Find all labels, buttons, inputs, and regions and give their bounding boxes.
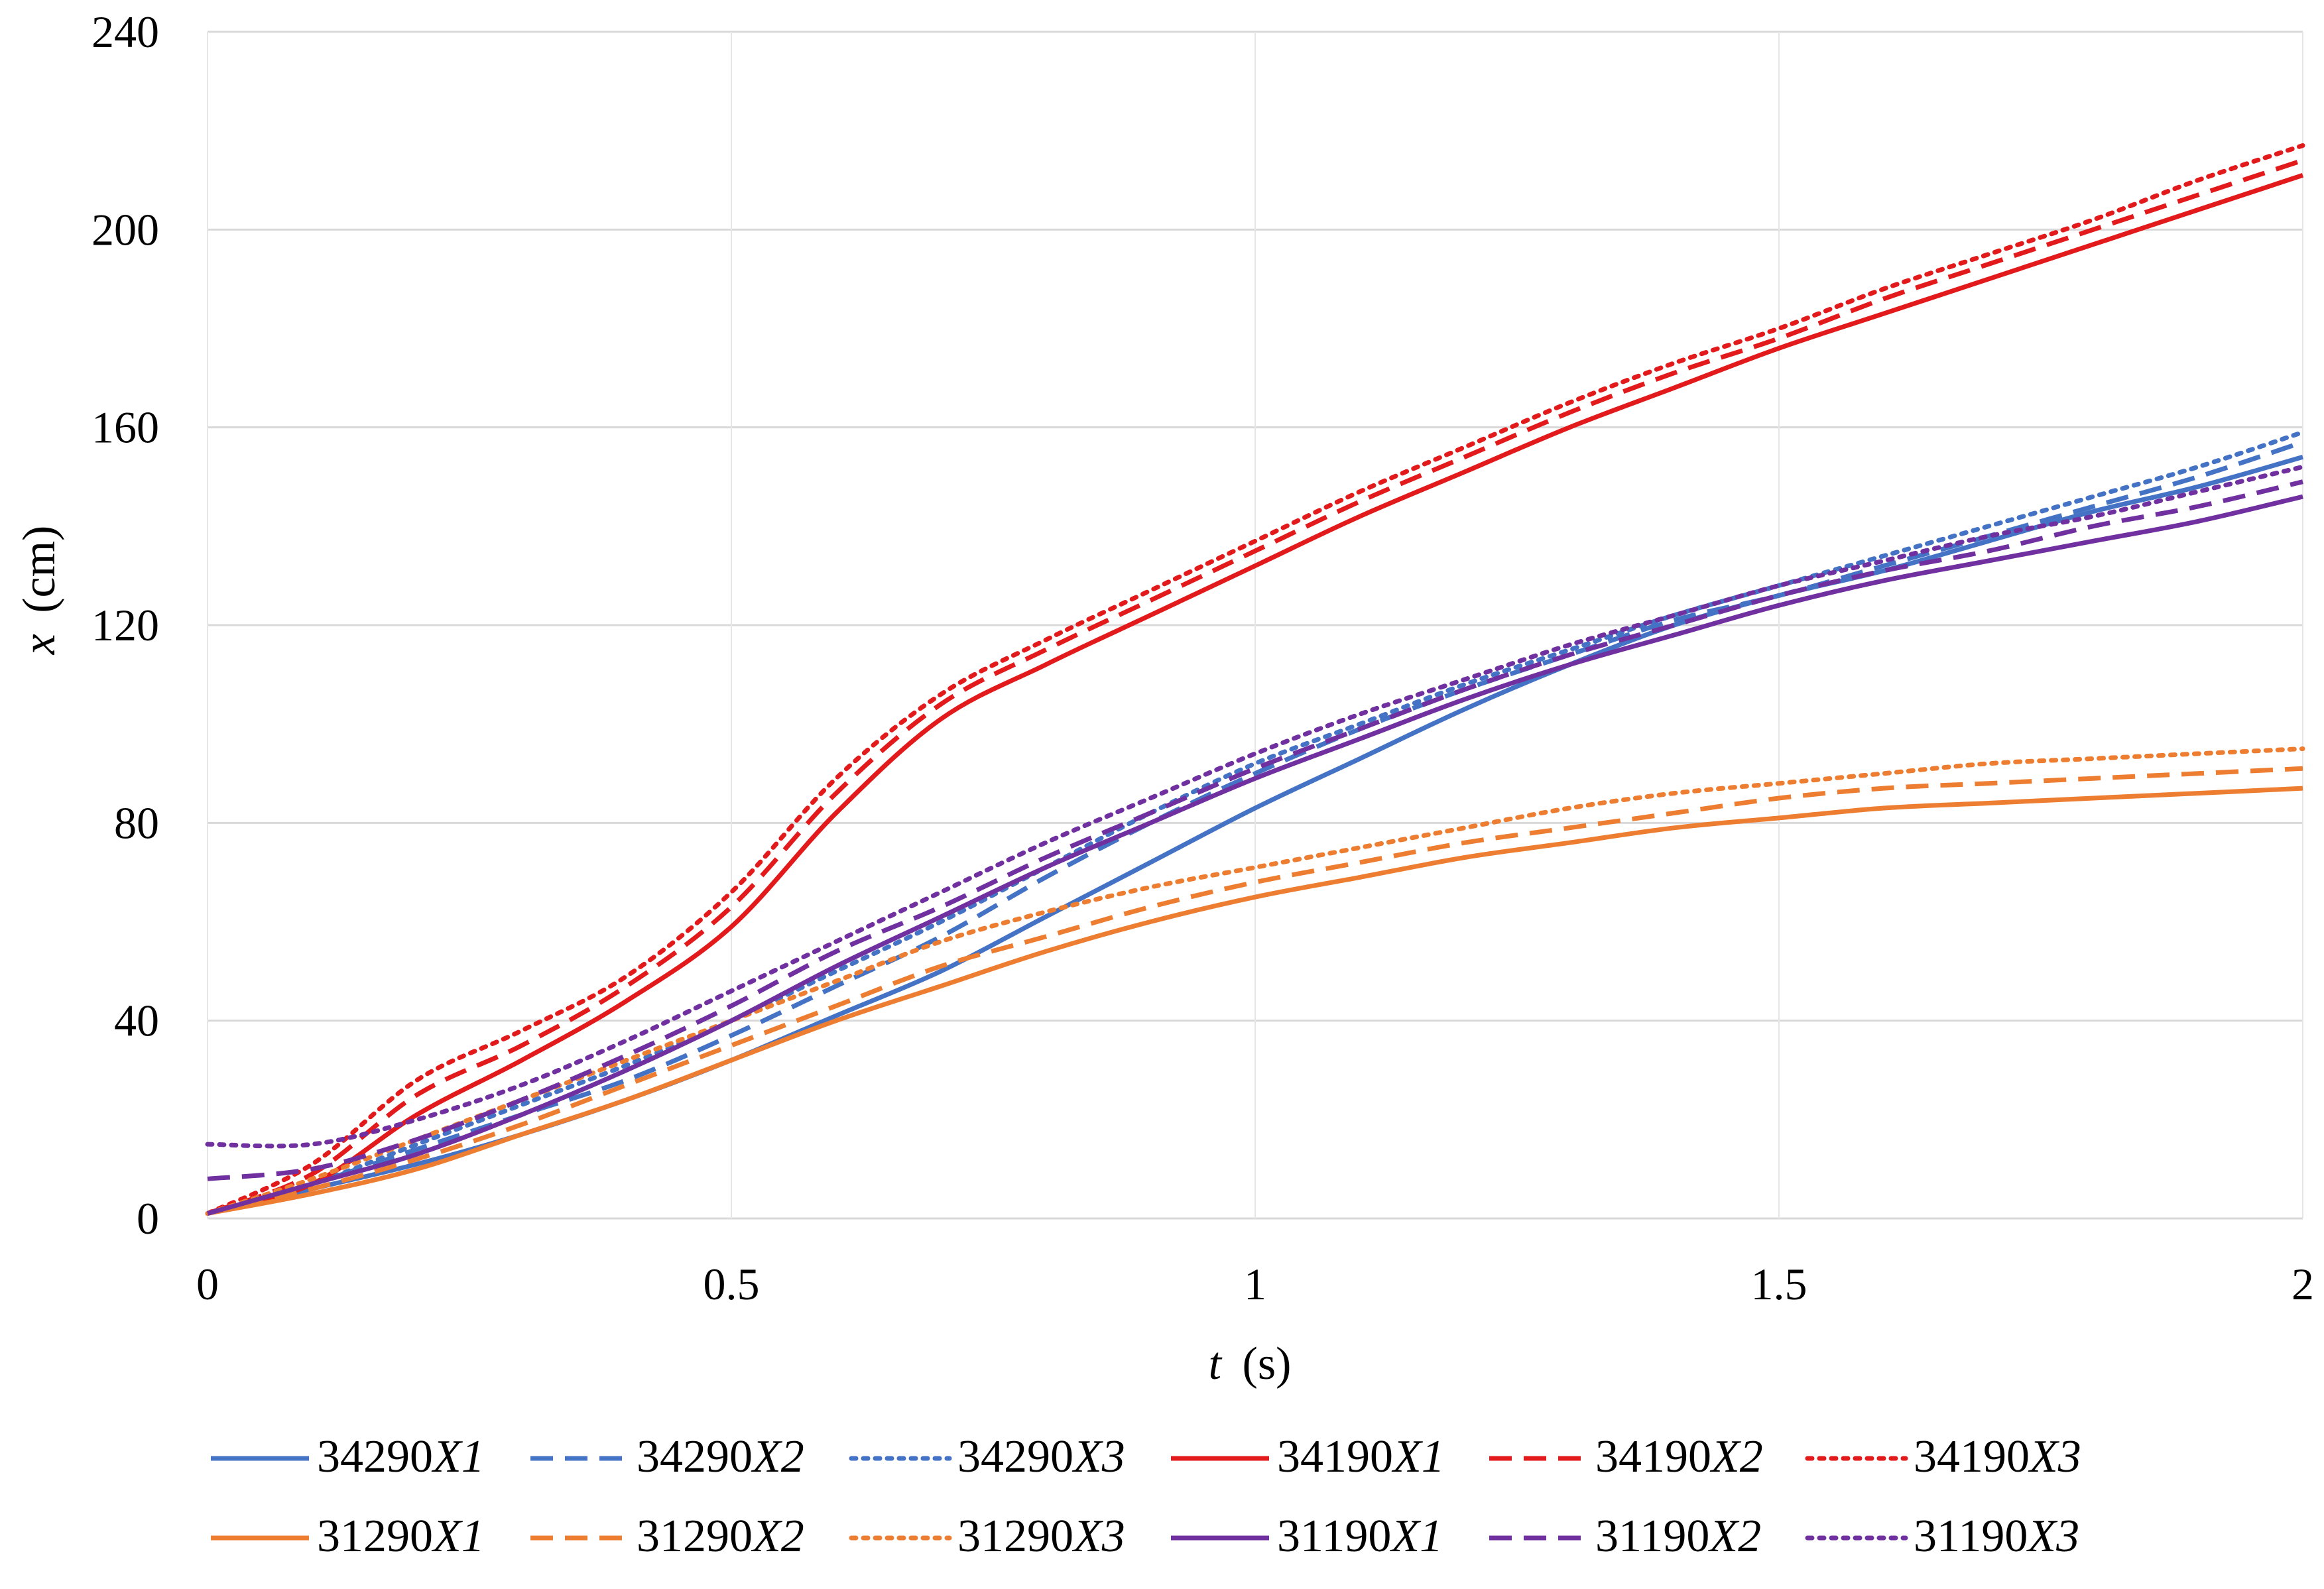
y-tick-label: 240: [92, 7, 159, 57]
legend-label: 34290X1: [317, 1431, 485, 1482]
legend-label-var: X3: [2028, 1431, 2081, 1482]
y-tick-labels: 0 40 80 120 160 200 240: [92, 7, 159, 1244]
series-lines: [205, 143, 2305, 1216]
x-tick-label: 1: [1244, 1259, 1266, 1309]
series-line-31190-x2: [207, 479, 2303, 1181]
legend-item: 31290X1: [211, 1511, 485, 1562]
legend-label: 34190X1: [1277, 1431, 1445, 1482]
legend-label: 31290X2: [637, 1511, 804, 1562]
x-tick-label: 2: [2292, 1259, 2314, 1309]
legend-label-var: X2: [1707, 1511, 1761, 1562]
series-line-31190-x3: [205, 464, 2305, 1149]
x-tick-label: 0.5: [703, 1259, 760, 1309]
legend-label: 31190X1: [1277, 1511, 1443, 1562]
legend-item: 34190X3: [1805, 1431, 2081, 1482]
legend-label: 34190X3: [1914, 1431, 2081, 1482]
x-axis-var: t: [1209, 1338, 1223, 1389]
legend-item: 34190X1: [1171, 1431, 1445, 1482]
legend-item: 31290X2: [530, 1511, 804, 1562]
legend-label-var: X2: [1709, 1431, 1763, 1482]
x-tick-label: 1.5: [1751, 1259, 1807, 1309]
legend-item: 34290X3: [849, 1431, 1125, 1482]
legend-label: 34190X2: [1595, 1431, 1763, 1482]
y-axis-title: x (cm): [14, 526, 65, 656]
legend-item: 31190X1: [1171, 1511, 1443, 1562]
legend-label-prefix: 34290: [957, 1431, 1073, 1482]
legend-item: 34190X2: [1489, 1431, 1763, 1482]
series-line-31290-x1: [207, 786, 2303, 1216]
series-line-31190-x1: [207, 494, 2303, 1216]
y-tick-label: 40: [114, 996, 159, 1046]
legend-label-prefix: 34190: [1277, 1431, 1393, 1482]
series-line-34190-x2: [206, 158, 2304, 1216]
y-tick-label: 200: [92, 204, 159, 255]
legend-label-var: X3: [2026, 1511, 2079, 1562]
series-line-34190-x1: [207, 172, 2304, 1216]
legend-label: 34290X2: [637, 1431, 804, 1482]
legend-label-var: X1: [431, 1431, 485, 1482]
legend: 34290X1 34290X2 34290X3 34190X1 34190X2 34190…: [211, 1431, 2081, 1562]
legend-label-var: X3: [1071, 1511, 1125, 1562]
legend-label-var: X1: [431, 1511, 485, 1562]
legend-item: 34290X1: [211, 1431, 485, 1482]
legend-item: 34290X2: [530, 1431, 804, 1482]
y-tick-label: 160: [92, 402, 159, 453]
gridlines: [207, 30, 2303, 1220]
legend-label-prefix: 34190: [1595, 1431, 1711, 1482]
legend-item: 31290X3: [849, 1511, 1125, 1562]
x-tick-label: 0: [196, 1259, 219, 1309]
legend-item: 31190X3: [1805, 1511, 2079, 1562]
y-tick-label: 0: [137, 1193, 159, 1244]
legend-label: 31290X3: [957, 1511, 1125, 1562]
legend-label: 31190X3: [1914, 1511, 2079, 1562]
series-line-34190-x3: [205, 143, 2305, 1216]
legend-label-var: X2: [751, 1511, 804, 1562]
legend-label-prefix: 31290: [957, 1511, 1073, 1562]
legend-label-prefix: 31190: [1595, 1511, 1709, 1562]
legend-label-prefix: 31190: [1914, 1511, 2028, 1562]
y-axis-unit: (cm): [14, 526, 65, 613]
legend-label-prefix: 34290: [317, 1431, 433, 1482]
x-tick-labels: 0 0.5 1 1.5 2: [196, 1259, 2314, 1309]
legend-label-prefix: 31190: [1277, 1511, 1391, 1562]
legend-label-prefix: 34290: [637, 1431, 753, 1482]
y-tick-label: 80: [114, 797, 159, 848]
series-line-34290-x3: [205, 430, 2305, 1216]
legend-label-var: X1: [1391, 1431, 1445, 1482]
legend-label: 34290X3: [957, 1431, 1125, 1482]
y-tick-label: 120: [92, 600, 159, 650]
legend-label-prefix: 31290: [637, 1511, 753, 1562]
x-axis-title: t (s): [1209, 1338, 1292, 1389]
x-axis-unit: (s): [1243, 1338, 1292, 1389]
legend-label-var: X3: [1071, 1431, 1125, 1482]
legend-label: 31290X1: [317, 1511, 485, 1562]
legend-item: 31190X2: [1489, 1511, 1761, 1562]
legend-label-prefix: 34190: [1914, 1431, 2030, 1482]
legend-label-prefix: 31290: [317, 1511, 433, 1562]
y-axis-var: x: [14, 634, 65, 655]
legend-label: 31190X2: [1595, 1511, 1761, 1562]
series-line-31290-x2: [207, 766, 2303, 1216]
legend-label-var: X2: [751, 1431, 804, 1482]
legend-label-var: X1: [1389, 1511, 1443, 1562]
